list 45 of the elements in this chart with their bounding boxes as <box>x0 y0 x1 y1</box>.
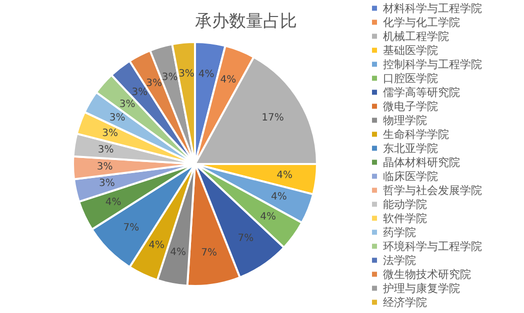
legend-label: 临床医学院 <box>383 170 438 183</box>
data-label: 3% <box>162 72 178 83</box>
data-label: 3% <box>96 161 113 172</box>
legend-label: 化学与化工学院 <box>383 16 460 29</box>
legend-label: 基础医学院 <box>383 44 438 57</box>
data-label: 4% <box>198 68 214 80</box>
data-label: 3% <box>98 144 114 156</box>
data-label: 4% <box>260 212 276 223</box>
data-label: 7% <box>123 222 140 234</box>
data-label: 4% <box>148 240 164 252</box>
legend-label: 控制科学与工程学院 <box>383 58 482 71</box>
legend-label: 口腔医学院 <box>383 72 438 85</box>
data-label: 17% <box>262 112 284 124</box>
legend-label: 生命科学学院 <box>383 128 449 141</box>
legend-label: 能动学院 <box>383 198 427 211</box>
legend-label: 软件学院 <box>383 212 427 225</box>
data-label: 4% <box>220 74 236 86</box>
legend-label: 哲学与社会发展学院 <box>383 184 482 197</box>
data-label: 4% <box>276 170 293 181</box>
legend-label: 经济学院 <box>383 296 427 309</box>
legend-label: 物理学院 <box>383 114 427 127</box>
legend-label: 药学院 <box>383 226 416 239</box>
data-label: 4% <box>271 192 287 203</box>
legend-label: 环境科学与工程学院 <box>383 240 482 253</box>
legend-label: 材料科学与工程学院 <box>382 2 482 15</box>
data-label: 3% <box>98 178 115 190</box>
legend-label: 东北亚学院 <box>383 142 438 155</box>
data-label: 3% <box>178 68 194 80</box>
legend-label: 机械工程学院 <box>383 30 449 43</box>
data-label: 4% <box>105 196 122 208</box>
legend-label: 微生物技术研究院 <box>383 268 471 281</box>
legend-label: 晶体材料研究院 <box>383 156 460 169</box>
text: 承办数量占比 <box>195 12 297 32</box>
data-label: 3% <box>109 112 126 124</box>
data-label: 4% <box>170 247 186 258</box>
legend-label: 儒学高等研究院 <box>383 86 460 99</box>
data-label: 3% <box>102 128 118 139</box>
data-label: 3% <box>146 78 162 90</box>
data-label: 7% <box>201 248 218 259</box>
data-label: 3% <box>119 98 136 110</box>
data-label: 7% <box>238 233 254 244</box>
data-label: 3% <box>132 87 148 98</box>
legend-label: 法学院 <box>383 254 416 267</box>
legend-label: 微电子学院 <box>383 100 438 113</box>
legend-label: 护理与康复学院 <box>382 282 460 295</box>
